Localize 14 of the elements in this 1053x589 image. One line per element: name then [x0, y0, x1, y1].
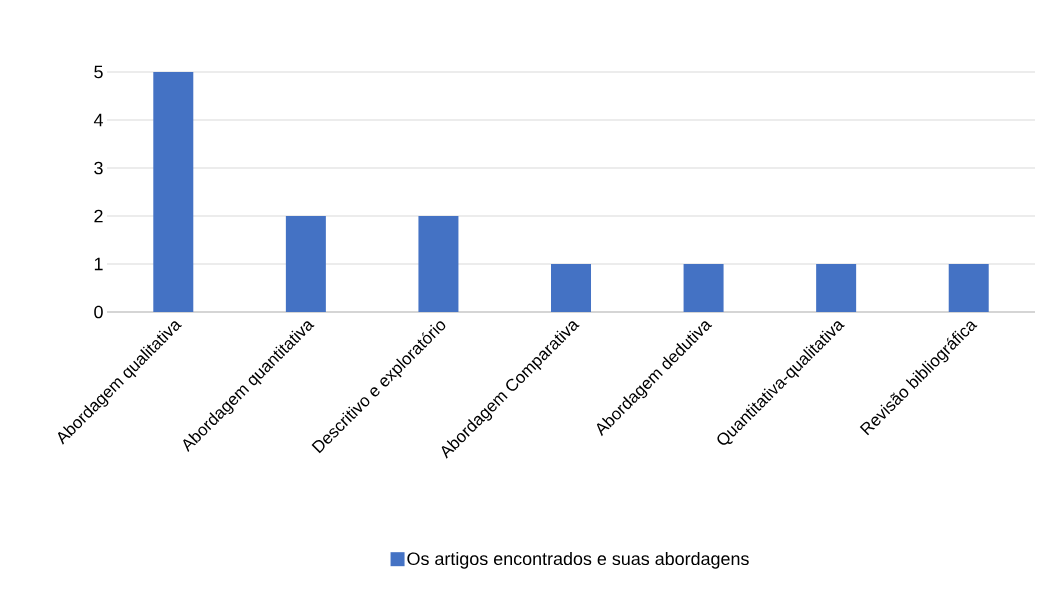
y-tick-label: 0	[94, 305, 103, 319]
bar	[418, 215, 459, 312]
y-tick-label: 5	[94, 65, 103, 79]
legend-label: Os artigos encontrados e suas abordagens	[407, 551, 749, 569]
bar	[285, 215, 326, 312]
bar	[816, 263, 857, 312]
y-tick-label: 2	[94, 209, 103, 223]
bar	[551, 263, 591, 312]
bar	[683, 263, 724, 312]
bar	[153, 71, 194, 312]
y-tick-label: 3	[94, 161, 103, 175]
y-tick-label: 1	[94, 257, 103, 271]
y-tick-label: 4	[93, 113, 103, 127]
bar	[948, 263, 989, 312]
